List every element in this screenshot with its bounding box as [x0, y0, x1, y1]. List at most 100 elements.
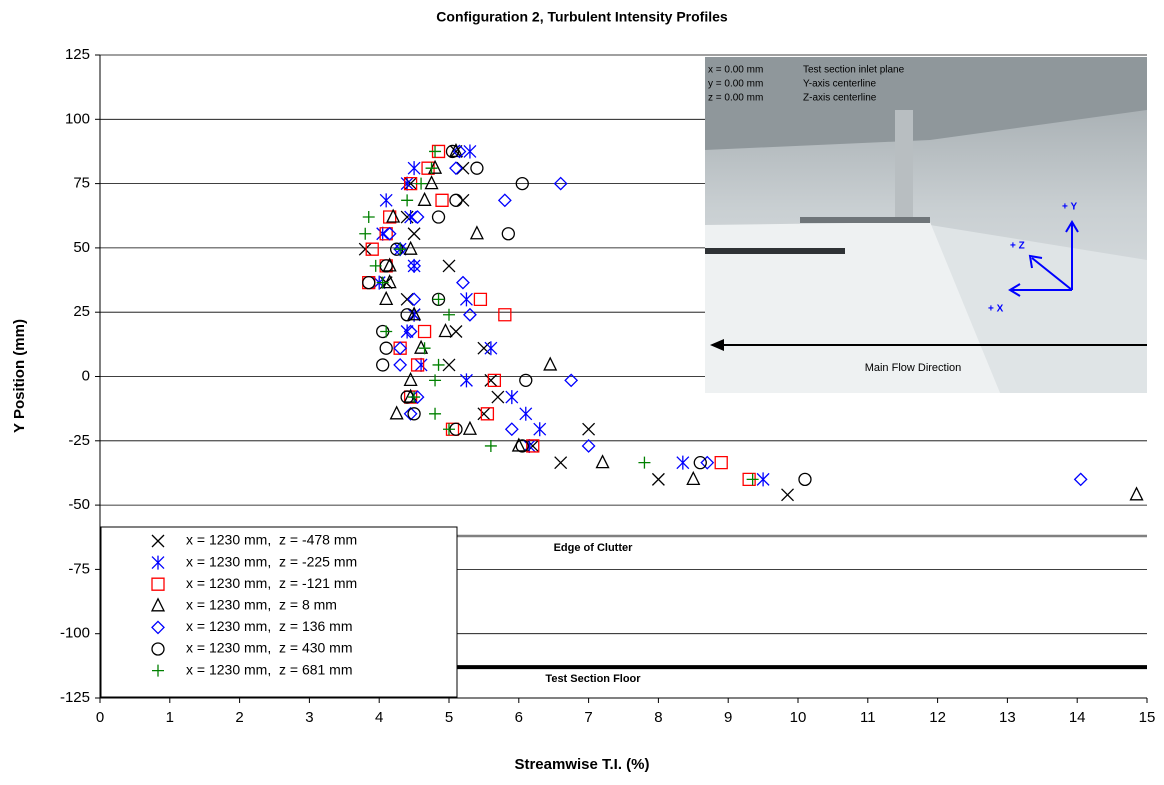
- point: [429, 374, 442, 387]
- x-tick-label: 5: [445, 709, 453, 726]
- flow-label: Main Flow Direction: [865, 362, 962, 374]
- inset-note: z = 0.00 mm: [708, 93, 763, 104]
- point: [418, 342, 431, 355]
- point: [382, 226, 397, 241]
- x-axis-label: Streamwise T.I. (%): [514, 756, 649, 773]
- point: [554, 456, 568, 470]
- point: [459, 373, 473, 388]
- x-tick-label: 12: [929, 709, 946, 726]
- point: [501, 227, 515, 241]
- x-tick-label: 8: [654, 709, 662, 726]
- point: [515, 176, 529, 191]
- axis-label: + Y: [1062, 202, 1077, 213]
- legend-box: [100, 526, 458, 698]
- y-tick-label: 100: [65, 110, 90, 127]
- point: [686, 470, 701, 486]
- x-tick-label: 4: [375, 709, 383, 726]
- point: [519, 373, 533, 388]
- x-tick-label: 1: [166, 709, 174, 726]
- point: [443, 423, 455, 436]
- point: [376, 276, 389, 289]
- point: [382, 274, 397, 289]
- legend-marker: [150, 597, 166, 612]
- point: [403, 176, 418, 191]
- point: [403, 324, 418, 339]
- photo-strut: [895, 110, 913, 220]
- point: [456, 275, 470, 290]
- point: [1073, 472, 1088, 487]
- point: [438, 323, 453, 338]
- y-tick-label: 125: [65, 46, 90, 63]
- point: [497, 193, 512, 208]
- chart-title: Configuration 2, Turbulent Intensity Pro…: [436, 9, 728, 25]
- point: [533, 422, 547, 437]
- point: [431, 210, 446, 224]
- point: [365, 242, 379, 256]
- point: [445, 144, 460, 159]
- point: [491, 390, 505, 404]
- x-tick-label: 11: [860, 709, 876, 726]
- point: [480, 407, 495, 421]
- photo-cable: [705, 248, 845, 254]
- photo-ceiling: [705, 57, 1147, 150]
- point: [498, 308, 512, 322]
- y-tick-label: -50: [68, 496, 90, 513]
- point: [407, 161, 421, 176]
- point: [452, 144, 467, 159]
- point: [400, 324, 414, 339]
- point: [379, 227, 393, 241]
- point: [487, 373, 502, 388]
- point: [443, 308, 455, 321]
- point: [463, 307, 477, 322]
- point: [582, 422, 596, 436]
- point: [449, 144, 463, 158]
- legend-label: x = 1230 mm, z = 8 mm: [186, 597, 337, 613]
- point: [432, 293, 445, 306]
- point: [400, 308, 414, 322]
- point: [400, 176, 414, 191]
- point: [693, 456, 707, 470]
- y-tick-label: 75: [73, 175, 90, 192]
- point: [383, 210, 397, 224]
- point: [484, 341, 498, 356]
- flow-arrowhead: [710, 339, 724, 351]
- point: [393, 358, 408, 372]
- y-axis-label: Y Position (mm): [11, 319, 28, 433]
- point: [651, 472, 665, 486]
- point: [362, 275, 376, 290]
- point: [410, 210, 425, 224]
- photo-probe: [800, 217, 930, 223]
- x-tick-label: 3: [305, 709, 313, 726]
- legend-label: x = 1230 mm, z = -225 mm: [186, 553, 357, 569]
- point: [449, 161, 463, 176]
- point: [431, 144, 446, 159]
- point: [410, 358, 425, 372]
- y-tick-label: 0: [82, 367, 90, 384]
- y-tick-label: 50: [73, 239, 90, 256]
- point: [403, 406, 418, 421]
- point: [522, 438, 536, 453]
- point: [638, 456, 651, 469]
- point: [473, 292, 488, 306]
- point: [477, 407, 491, 421]
- inset-note: Y-axis centerline: [803, 79, 876, 90]
- point: [394, 243, 407, 256]
- point: [456, 161, 470, 175]
- point: [362, 211, 375, 224]
- point: [462, 420, 477, 435]
- point: [407, 258, 421, 273]
- point: [424, 175, 439, 190]
- point: [432, 358, 445, 371]
- x-tick-label: 13: [999, 709, 1016, 726]
- point: [429, 407, 442, 420]
- point: [393, 341, 407, 355]
- y-tick-label: -25: [68, 432, 90, 449]
- point: [379, 193, 393, 208]
- point: [403, 390, 418, 404]
- y-tick-label: -75: [68, 560, 90, 577]
- point: [442, 259, 456, 273]
- legend-marker: [151, 642, 165, 656]
- legend: x = 1230 mm, z = -478 mm x = 1230 mm, z =…: [100, 526, 458, 698]
- point: [389, 405, 404, 420]
- point: [484, 373, 498, 387]
